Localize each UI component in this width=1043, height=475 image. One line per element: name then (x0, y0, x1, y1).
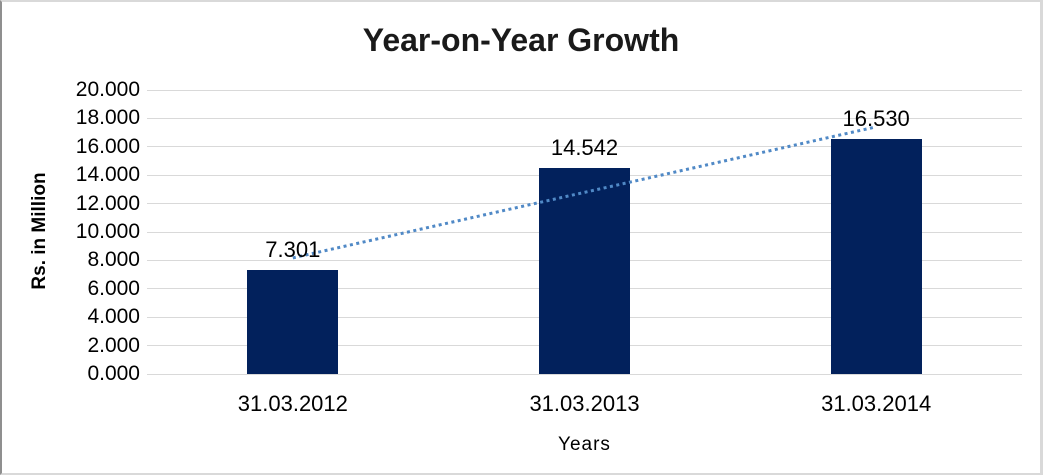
y-tick-label: 0.000 (87, 362, 140, 385)
plot-area: 7.301 14.542 16.530 (147, 89, 1022, 375)
gridline (147, 146, 1022, 148)
y-tick-label: 18.000 (75, 106, 140, 130)
bar-value-label: 16.530 (842, 106, 910, 132)
bar-31.03.2014 (830, 139, 922, 374)
y-tick-label: 14.000 (75, 163, 140, 187)
bar-31.03.2013 (539, 167, 630, 374)
x-axis-title: Years (558, 434, 611, 455)
y-tick-label: 4.000 (87, 305, 140, 329)
x-axis-tick-labels: 31.03.2012 31.03.2013 31.03.2014 (147, 392, 1022, 422)
y-tick-label: 10.000 (75, 220, 140, 243)
y-tick-label: 12.000 (75, 191, 140, 215)
x-tick-label: 31.03.2012 (237, 391, 348, 416)
x-tick-label: 31.03.2013 (529, 391, 640, 416)
bar-value-label: 7.301 (265, 237, 321, 263)
trendline (292, 125, 877, 260)
y-tick-label: 6.000 (87, 276, 140, 300)
y-axis-tick-labels: 0.000 2.000 4.000 6.000 8.000 10.000 12.000 14.… (2, 78, 140, 385)
gridline (147, 373, 1022, 375)
y-tick-label: 2.000 (87, 333, 140, 357)
y-tick-label: 8.000 (87, 248, 140, 272)
bar-31.03.2012 (247, 270, 339, 374)
gridline (147, 117, 1022, 119)
y-tick-label: 20.000 (75, 78, 140, 101)
x-tick-label: 31.03.2014 (821, 391, 932, 416)
gridline (147, 89, 1022, 91)
bar-value-label: 14.542 (550, 134, 619, 160)
chart-title: Year-on-Year Growth (362, 22, 680, 58)
y-tick-label: 16.000 (75, 134, 140, 158)
